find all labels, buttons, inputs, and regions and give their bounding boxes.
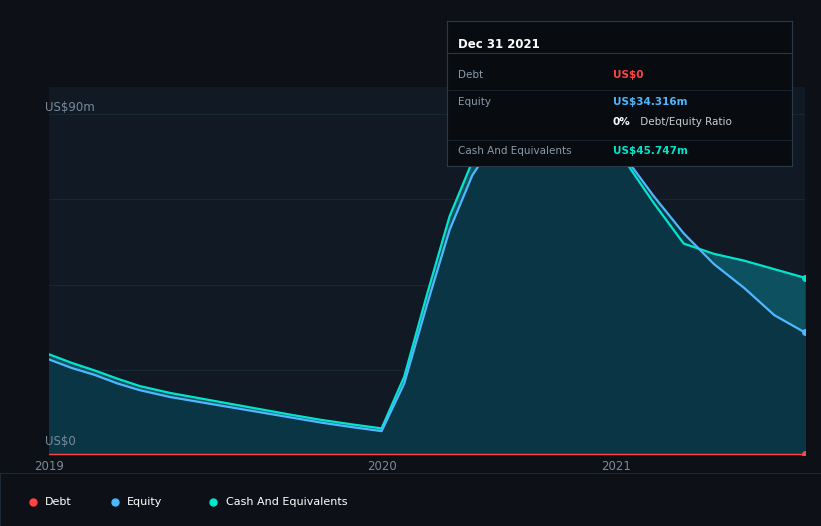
Text: Dec 31 2021: Dec 31 2021 <box>458 38 539 52</box>
Text: Debt: Debt <box>458 69 483 79</box>
Text: US$0: US$0 <box>613 69 644 79</box>
Text: 0%: 0% <box>613 117 631 127</box>
Text: US$0: US$0 <box>45 434 76 448</box>
Text: Equity: Equity <box>458 97 491 107</box>
Text: Debt/Equity Ratio: Debt/Equity Ratio <box>637 117 732 127</box>
Text: Equity: Equity <box>127 497 163 508</box>
Text: Cash And Equivalents: Cash And Equivalents <box>458 146 571 156</box>
Text: US$90m: US$90m <box>45 101 95 114</box>
Text: Debt: Debt <box>45 497 72 508</box>
Text: US$45.747m: US$45.747m <box>613 146 688 156</box>
Text: US$34.316m: US$34.316m <box>613 97 687 107</box>
Text: Cash And Equivalents: Cash And Equivalents <box>226 497 347 508</box>
